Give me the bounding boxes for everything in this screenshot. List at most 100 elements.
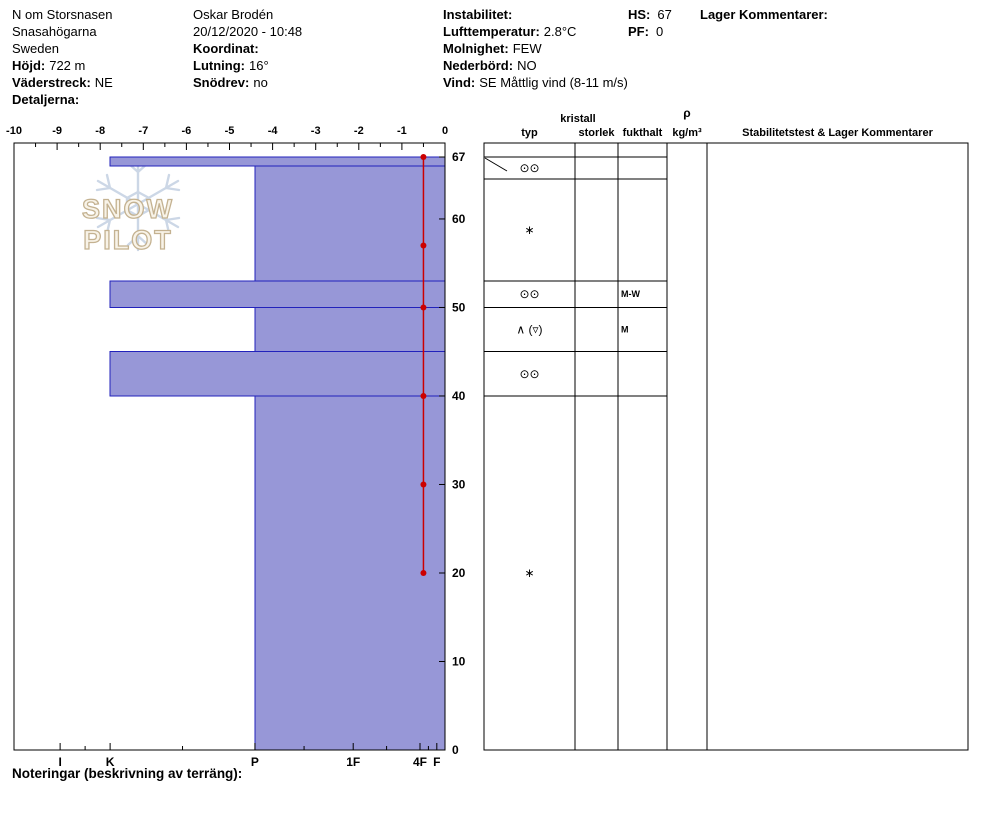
hardness-bar [109,280,446,308]
header-kg-m3: kg/m³ [672,127,702,139]
pit-name: N om Storsnasen [12,7,113,22]
temperature-point [420,569,427,576]
pit-info-column: N om Storsnasen Snasahögarna Sweden Höjd… [12,6,113,108]
notes-label: Noteringar (beskrivning av terräng): [12,766,243,781]
pf-label: PF: [628,24,649,39]
slope-value: 16° [248,58,269,73]
temp-axis-label: -2 [354,125,364,137]
clouds-label: Molnighet: [443,41,509,56]
aspect-label: Väderstreck: [12,75,91,90]
temp-axis-label: -8 [95,125,105,137]
header-storlek: storlek [578,127,615,139]
depth-axis-label: 60 [452,212,466,226]
aspect-row: Väderstreck: NE [12,74,113,91]
pit-area: Snasahögarna [12,24,97,39]
temperature-point [420,392,427,399]
observation-datetime: 20/12/2020 - 10:48 [193,24,303,39]
temp-axis-label: -3 [311,125,321,137]
hardness-bar [109,351,446,397]
air-temp-label: Lufttemperatur: [443,24,540,39]
grain-type-symbol: ∗ [524,566,534,580]
instability-label: Instabilitet: [443,7,513,22]
depth-axis-label: 40 [452,389,466,403]
temp-axis-label: -9 [52,125,62,137]
temp-axis-label: -1 [397,125,407,137]
precip-label: Nederbörd: [443,58,514,73]
header-fukthalt: fukthalt [623,127,663,139]
grain-type-symbol: ⊙⊙ [519,287,539,301]
moisture-value: M-W [621,289,640,299]
snowdrift-label: Snödrev: [193,75,250,90]
aspect-value: NE [94,75,113,90]
temp-axis-label: -5 [225,125,235,137]
pf-row: PF: 0 [628,23,672,40]
precip-value: NO [517,58,537,73]
precip-row: Nederbörd: NO [443,57,628,74]
pit-country: Sweden [12,41,59,56]
details-label: Detaljerna: [12,92,80,107]
depth-axis-label: 0 [452,743,459,757]
grain-type-symbol: ⊙⊙ [519,161,539,175]
slope-label: Lutning: [193,58,245,73]
coordinates-label: Koordinat: [193,41,259,56]
snowpilot-logo: SNOW PILOT [38,152,218,262]
temperature-point [420,242,427,249]
elevation-row: Höjd: 722 m [12,57,113,74]
pf-value: 0 [655,24,664,39]
hardness-axis-label: 1F [346,755,360,769]
temp-axis-label: 0 [442,125,448,137]
depth-axis-label: 30 [452,477,466,491]
grain-type-symbol: ∗ [524,223,534,237]
wind-row: Vind: SE Måttlig vind (8-11 m/s) [443,74,628,91]
instability-row: Instabilitet: [443,6,628,23]
hardness-bar [254,165,446,282]
hardness-axis-label: I [58,755,61,769]
grain-type-symbol: ∧ (▿) [516,323,542,337]
header-rho: ρ [683,106,690,120]
slope-row: Lutning: 16° [193,57,302,74]
snowpilot-snowflake-icon [95,156,181,252]
header-stability-comments: Stabilitetstest & Lager Kommentarer [742,127,933,139]
grain-type-symbol: ⊙⊙ [519,367,539,381]
observer-info-column: Oskar Brodén 20/12/2020 - 10:48 Koordina… [193,6,302,91]
surface-slope-line [484,157,508,172]
hardness-axis-label: K [106,755,115,769]
hardness-axis-label: P [251,755,259,769]
hs-label: HS: [628,7,651,22]
snowdrift-value: no [253,75,268,90]
coordinates-row: Koordinat: [193,40,302,57]
clouds-row: Molnighet: FEW [443,40,628,57]
depth-axis-label: 20 [452,566,466,580]
header-typ: typ [521,127,538,139]
header-kristall: kristall [560,113,595,125]
moisture-value: M [621,325,629,335]
temp-axis-label: -10 [6,125,22,137]
depth-axis-label: 67 [452,150,466,164]
snowpilot-logo-text: SNOW PILOT [81,193,174,255]
hardness-bar [109,156,446,167]
temp-axis-label: -4 [268,125,279,137]
totals-column: HS: 67 PF: 0 [628,6,672,40]
air-temp-row: Lufttemperatur: 2.8°C [443,23,628,40]
temp-axis-label: -7 [138,125,148,137]
depth-axis-label: 50 [452,300,466,314]
hardness-axis-label: 4F [413,755,427,769]
hardness-axis-label: F [433,755,440,769]
snowdrift-row: Snödrev: no [193,74,302,91]
air-temp-value: 2.8°C [543,24,577,39]
temperature-point [420,304,427,311]
weather-info-column: Instabilitet: Lufttemperatur: 2.8°C Molni… [443,6,628,91]
temperature-point [420,481,427,488]
hs-value: 67 [657,7,672,22]
wind-value: SE Måttlig vind (8-11 m/s) [479,75,628,90]
wind-label: Vind: [443,75,476,90]
elevation-value: 722 m [49,58,86,73]
hs-row: HS: 67 [628,6,672,23]
temperature-point [420,154,427,160]
clouds-value: FEW [512,41,542,56]
depth-axis-label: 10 [452,654,466,668]
hardness-bar [254,395,446,751]
layer-table-frame [483,142,969,751]
